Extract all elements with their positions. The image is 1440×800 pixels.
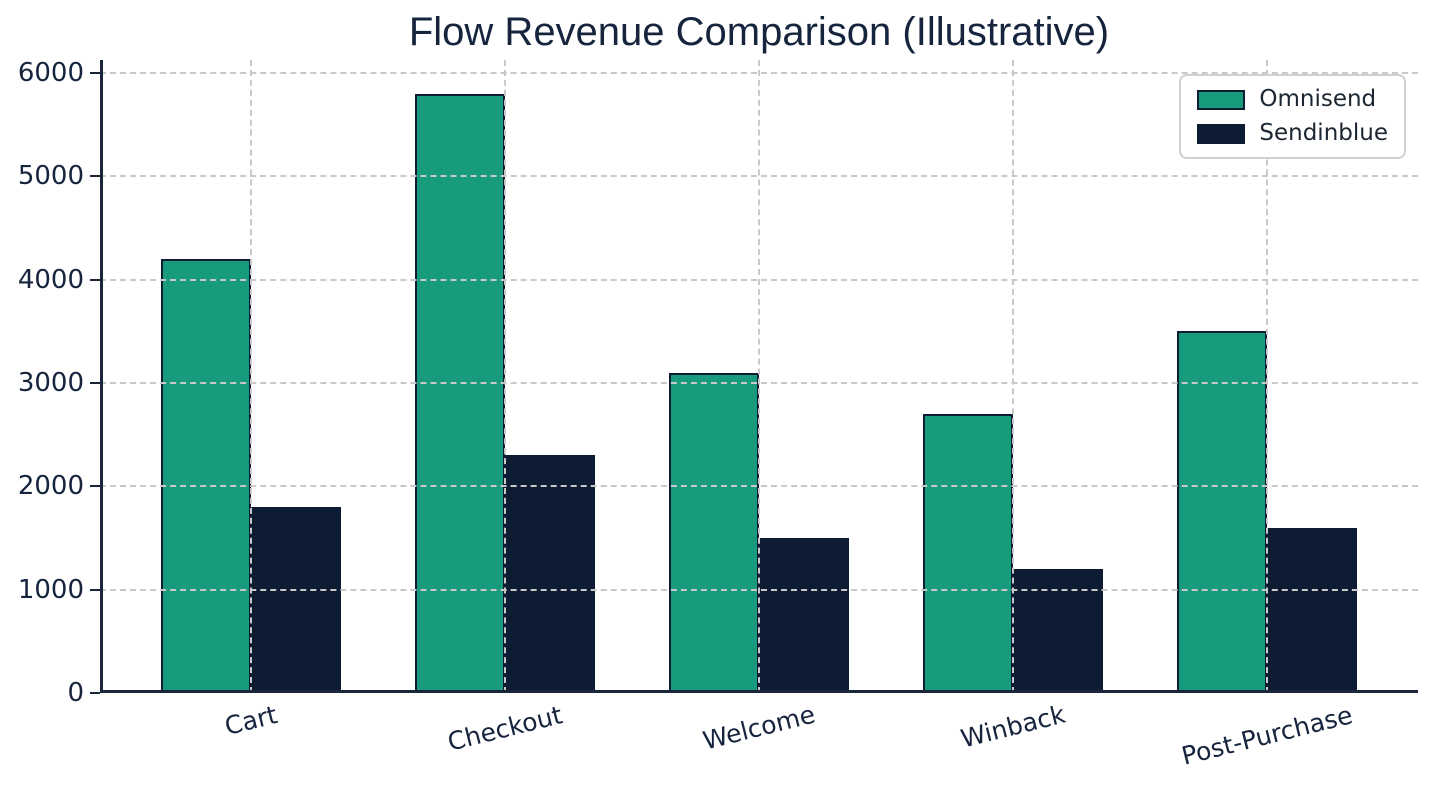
y-tick-label-6000: 6000 bbox=[17, 58, 84, 88]
y-tick-label-5000: 5000 bbox=[17, 161, 84, 192]
x-tick-label-checkout: Checkout bbox=[444, 700, 566, 757]
bar-sendinblue-post-purchase bbox=[1267, 528, 1357, 693]
x-axis-spine bbox=[100, 690, 1418, 693]
y-tick-label-3000: 3000 bbox=[17, 368, 84, 398]
y-tick-mark-6000 bbox=[90, 72, 100, 74]
bar-sendinblue-checkout bbox=[505, 455, 595, 693]
y-tick-label-1000: 1000 bbox=[17, 574, 84, 605]
y-tick-mark-5000 bbox=[90, 175, 100, 178]
chart-title: Flow Revenue Comparison (Illustrative) bbox=[408, 10, 1110, 54]
x-tick-label-welcome: Welcome bbox=[700, 699, 818, 756]
bar-omnisend-welcome bbox=[669, 373, 759, 693]
bar-omnisend-winback bbox=[923, 414, 1013, 693]
bar-omnisend-cart bbox=[161, 259, 251, 693]
bars-layer bbox=[100, 60, 1418, 693]
y-tick-mark-1000 bbox=[90, 588, 100, 591]
y-tick-mark-4000 bbox=[90, 278, 100, 281]
x-tick-label-post-purchase: Post-Purchase bbox=[1178, 700, 1356, 771]
y-tick-mark-2000 bbox=[90, 485, 100, 488]
bar-sendinblue-welcome bbox=[759, 538, 849, 693]
bar-omnisend-checkout bbox=[415, 94, 505, 693]
y-tick-mark-0 bbox=[90, 692, 100, 694]
legend-item-omnisend: Omnisend bbox=[1197, 85, 1388, 114]
legend-label-sendinblue: Sendinblue bbox=[1259, 120, 1388, 146]
x-tick-label-cart: Cart bbox=[221, 700, 281, 741]
y-tick-label-0: 0 bbox=[67, 678, 84, 708]
legend-label-omnisend: Omnisend bbox=[1259, 86, 1377, 112]
legend-item-sendinblue: Sendinblue bbox=[1197, 119, 1388, 148]
bar-omnisend-post-purchase bbox=[1177, 331, 1267, 693]
x-tick-label-winback: Winback bbox=[957, 699, 1069, 754]
y-axis-spine bbox=[100, 60, 103, 693]
legend-swatch-sendinblue bbox=[1197, 123, 1246, 144]
y-tick-label-4000: 4000 bbox=[17, 264, 84, 295]
legend-swatch-omnisend bbox=[1197, 89, 1246, 110]
bar-sendinblue-cart bbox=[251, 507, 341, 693]
y-tick-label-2000: 2000 bbox=[17, 471, 84, 502]
bar-sendinblue-winback bbox=[1013, 569, 1103, 693]
legend: Omnisend Sendinblue bbox=[1179, 74, 1406, 159]
y-tick-mark-3000 bbox=[90, 382, 100, 384]
